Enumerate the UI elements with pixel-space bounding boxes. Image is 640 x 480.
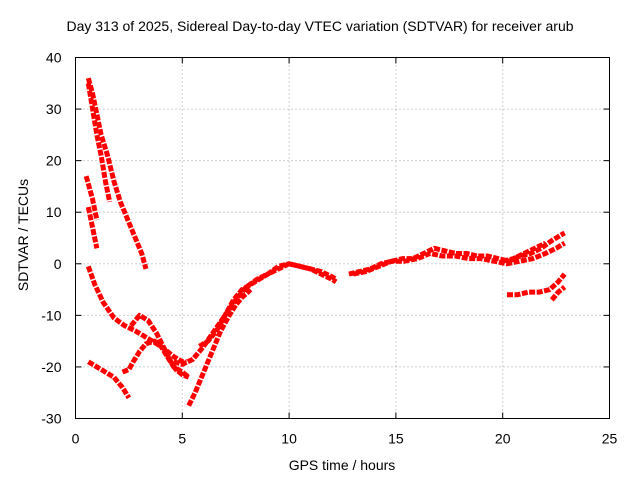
y-tick-label: -30	[41, 411, 61, 427]
x-tick-label: 25	[602, 431, 618, 447]
series-track-o	[549, 285, 567, 302]
series-track-k	[198, 261, 338, 349]
data-series	[83, 77, 567, 407]
x-tick-label: 10	[281, 431, 297, 447]
plot-frame	[75, 57, 610, 419]
series-track-m	[352, 241, 566, 277]
x-tick-label: 20	[495, 431, 511, 447]
y-tick-label: 20	[46, 153, 62, 169]
series-track-n	[506, 272, 567, 298]
series-track-h	[129, 312, 190, 380]
series-track-b	[85, 82, 113, 203]
y-tick-label: 40	[46, 50, 62, 66]
x-tick-label: 5	[178, 431, 186, 447]
series-track-f	[87, 359, 132, 400]
series-track-j	[186, 287, 253, 407]
series-track-l	[348, 230, 566, 277]
y-tick-label: -20	[41, 359, 61, 375]
series-track-i	[173, 261, 338, 367]
y-tick-label: 10	[46, 204, 62, 220]
y-tick-label: 30	[46, 101, 62, 117]
x-tick-label: 15	[388, 431, 404, 447]
series-track-d	[85, 206, 100, 249]
axis-ticks: 0 5 10 15 20 25 -30 -20 -10 0 10 20 30 40	[41, 50, 617, 447]
chart-title: Day 313 of 2025, Sidereal Day-to-day VTE…	[66, 18, 574, 34]
y-tick-label: -10	[41, 307, 61, 323]
x-tick-label: 0	[72, 431, 80, 447]
x-axis-label: GPS time / hours	[288, 457, 396, 473]
y-tick-label: 0	[54, 256, 62, 272]
series-track-a	[85, 77, 149, 270]
series-track-e	[85, 265, 187, 365]
series-track-p	[502, 240, 547, 264]
y-axis-label: SDTVAR / TECUs	[15, 178, 31, 292]
series-track-c	[83, 175, 100, 221]
grid-lines	[75, 57, 610, 419]
